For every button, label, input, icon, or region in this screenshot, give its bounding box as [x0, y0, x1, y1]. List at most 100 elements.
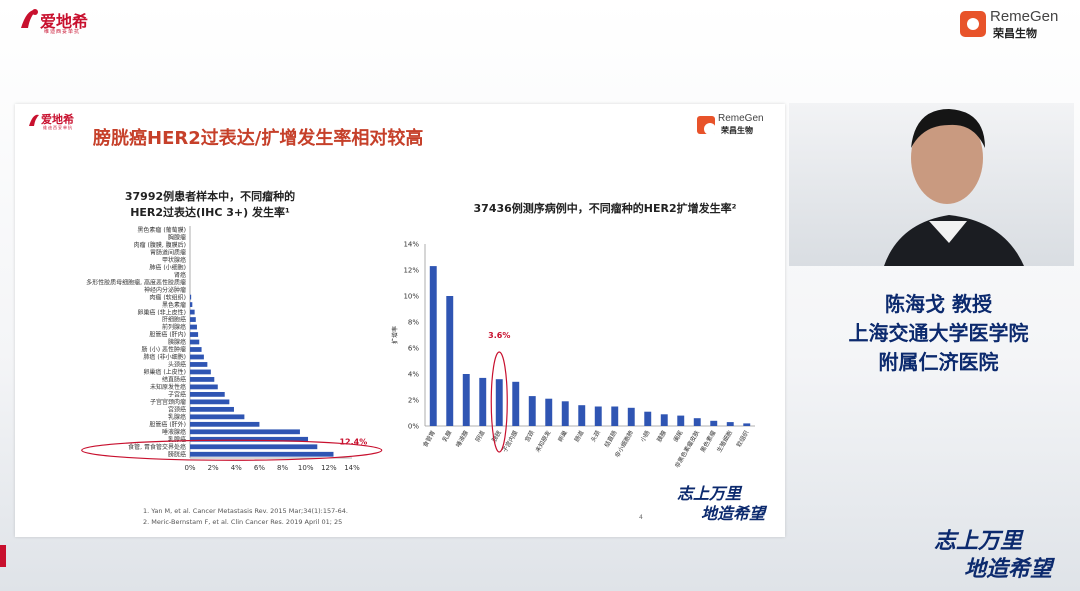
left-chart-category-label: 结直肠癌	[162, 376, 186, 384]
right-chart-category-label: 阑尾	[672, 429, 685, 443]
left-chart-bar	[190, 324, 197, 330]
left-chart-bar	[190, 391, 225, 397]
left-chart-category-label: 肝细胞癌	[162, 316, 186, 324]
left-chart-category-label: 卵巢癌 (上皮性)	[143, 368, 186, 376]
right-chart-category-label: 生殖细胞	[715, 429, 734, 454]
left-chart-category-label: 胆管癌 (肝内)	[149, 331, 186, 339]
right-chart-tick-label: 6%	[408, 345, 419, 353]
speaker-video	[789, 103, 1074, 266]
right-chart-category-label: 黑色素瘤	[699, 429, 718, 454]
remegen-logo-cn: 荣昌生物	[993, 27, 1037, 40]
right-chart-bar	[495, 379, 503, 426]
right-chart-bar	[462, 374, 470, 426]
left-chart-bar	[190, 369, 211, 375]
reference-1: 1. Yan M, et al. Cancer Metastasis Rev. …	[143, 507, 348, 515]
left-chart-category-label: 卵巢癌 (非上皮性)	[137, 308, 186, 316]
left-chart-category-label: 子宫癌	[168, 391, 186, 399]
speaker-caption: 陈海戈 教授 上海交通大学医学院 附属仁济医院	[797, 290, 1080, 377]
speaker-name: 陈海戈 教授	[885, 292, 992, 316]
left-chart-category-label: 甲状腺癌	[162, 256, 186, 264]
right-chart-title: 37436例测序病例中，不同瘤种的HER2扩增发生率²	[473, 202, 737, 215]
right-chart-category-label: 胰腺	[655, 429, 668, 443]
brand-logo-text: 爱地希	[40, 12, 89, 31]
left-chart-category-label: 神经内分泌肿瘤	[144, 286, 186, 294]
brand-logo-sub: 维迪西妥单抗	[44, 29, 81, 35]
left-chart-category-label: 多形性胶质母细胞瘤, 高度恶性胶质瘤	[86, 278, 186, 286]
left-chart-category-label: 肉瘤 (软组织)	[149, 293, 186, 301]
presentation-slide: 爱地希 维迪西妥单抗 RemeGen 荣昌生物 膀胱癌HER2过表达/扩增发生率…	[15, 104, 785, 537]
left-chart-category-label: 食管, 胃食管交界处癌	[128, 443, 186, 451]
slide-remegen-logo-name: RemeGen	[718, 113, 764, 124]
left-chart-category-label: 胆管癌 (肝外)	[149, 421, 186, 429]
right-chart-category-label: 头颈	[589, 429, 602, 443]
left-chart-category-label: 未知原发性癌	[150, 383, 186, 391]
right-chart-category-label: 子宫内膜	[501, 429, 520, 454]
left-chart-title: 37992例患者样本中，不同瘤种的 HER2过表达(IHC 3+) 发生率¹	[110, 188, 310, 220]
right-chart-bar	[446, 296, 454, 426]
slide-remegen-logo-icon	[697, 116, 716, 135]
left-chart-category-label: 胸腺瘤	[168, 233, 186, 241]
left-chart-category-label: 肉瘤 (腹膜, 腹膜后)	[134, 241, 186, 249]
left-chart-tick-label: 10%	[298, 464, 314, 472]
left-chart-category-label: 头颈癌	[168, 361, 186, 369]
right-chart-tick-label: 14%	[403, 241, 419, 249]
left-chart-bar	[190, 429, 300, 435]
left-chart-category-label: 肺癌 (小细胞)	[149, 263, 186, 271]
right-chart-bar	[726, 422, 734, 426]
overlay-slogan-logo: 志上万里 地造希望	[934, 529, 1055, 582]
right-chart-bar	[693, 418, 701, 426]
right-chart-category-label: 唾液腺	[454, 429, 470, 449]
left-chart-category-label: 肠 (小) 恶性肿瘤	[142, 346, 187, 354]
right-chart-category-label: 阴道	[474, 429, 487, 443]
left-chart-highlight-ellipse	[81, 439, 383, 461]
left-chart-bar	[190, 436, 309, 442]
slide-slogan-line1: 志上万里	[677, 484, 743, 503]
left-chart-bar	[190, 317, 196, 322]
left-chart-tick-label: 8%	[277, 464, 288, 472]
left-chart-bar	[190, 354, 204, 360]
right-chart-category-label: 肠道	[573, 429, 586, 443]
broadcast-header: 爱地希 维迪西妥单抗 RemeGen 荣昌生物	[0, 0, 1080, 48]
right-chart-bar	[743, 423, 751, 426]
left-chart-bar	[190, 384, 218, 390]
left-chart-category-label: 子宫宫颈肉瘤	[150, 398, 186, 406]
left-chart-category-label: 乳腺癌	[168, 413, 186, 421]
right-chart-category-label: 膀胱	[490, 429, 503, 443]
right-chart-tick-label: 8%	[408, 319, 419, 327]
left-chart-category-label: 胃肠道间质瘤	[150, 248, 186, 256]
left-chart-tick-label: 12%	[321, 464, 337, 472]
left-chart-category-label: 黑色素瘤 (葡萄膜)	[137, 226, 186, 234]
right-chart-bar	[660, 414, 668, 426]
right-chart-bar	[545, 398, 553, 426]
slide-remegen-logo-cn: 荣昌生物	[721, 126, 753, 135]
left-chart-bar	[190, 302, 193, 307]
right-chart-category-label: 软组织	[735, 429, 751, 449]
slide-brand-emblem-icon	[29, 114, 39, 126]
right-chart-category-label: 卵巢	[556, 429, 569, 443]
remegen-logo-icon	[960, 11, 986, 37]
left-chart-tick-label: 4%	[231, 464, 242, 472]
left-chart-category-label: 膀胱癌	[168, 450, 186, 458]
left-chart-bar	[190, 362, 208, 367]
right-chart-category-label: 食管胃	[421, 429, 437, 449]
right-chart-bar	[578, 405, 586, 426]
right-chart-bar	[429, 266, 437, 426]
right-chart-category-label: 宫颈	[523, 429, 536, 443]
left-chart-title-line1: 37992例患者样本中，不同瘤种的	[124, 190, 296, 203]
left-chart-tick-label: 6%	[254, 464, 265, 472]
left-chart-bar	[190, 377, 215, 382]
right-chart-highlight-ellipse	[490, 351, 508, 453]
right-chart-bar	[594, 406, 602, 426]
right-chart-y-axis-label: 扩增率	[391, 326, 399, 344]
right-chart-bar	[611, 406, 619, 426]
right-chart-category-label: 小肠	[639, 429, 652, 443]
right-chart-bar	[561, 401, 569, 426]
left-chart-bar	[190, 339, 200, 345]
left-chart-bar	[190, 444, 318, 450]
right-chart-category-label: 乳腺	[441, 429, 454, 443]
left-chart-category-label: 肾癌	[174, 271, 186, 279]
left-chart-title-line2: HER2过表达(IHC 3+) 发生率¹	[130, 206, 290, 219]
right-chart-tick-label: 0%	[408, 423, 419, 431]
